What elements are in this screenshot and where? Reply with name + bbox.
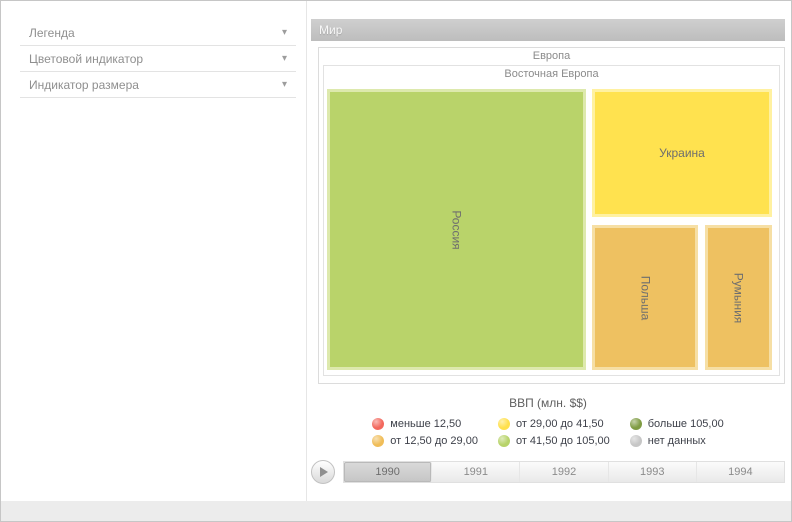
root-title: Мир: [319, 23, 342, 37]
legend-label: больше 105,00: [648, 418, 724, 430]
chevron-down-icon: ▾: [282, 54, 287, 64]
legend-title: ВВП (млн. $$): [311, 396, 785, 410]
chevron-down-icon: ▾: [282, 28, 287, 38]
legend-label: меньше 12,50: [390, 418, 461, 430]
treemap: Европа Восточная Европа Россия Украина П…: [318, 47, 785, 384]
legend-item: от 41,50 до 105,00: [498, 435, 610, 447]
legend-label: нет данных: [648, 435, 706, 447]
sidebar: Легенда ▾ Цветовой индикатор ▾ Индикатор…: [1, 1, 307, 501]
timeline: 19901991199219931994: [311, 460, 785, 484]
sidebar-item-label: Индикатор размера: [29, 78, 139, 92]
treemap-tile-romania[interactable]: Румыния: [705, 225, 772, 370]
tile-label: Украина: [659, 146, 705, 160]
legend-color-dot: [372, 435, 384, 447]
treemap-tile-ukraine[interactable]: Украина: [592, 89, 772, 217]
legend-color-dot: [630, 435, 642, 447]
app-window: Легенда ▾ Цветовой индикатор ▾ Индикатор…: [0, 0, 792, 522]
legend-label: от 41,50 до 105,00: [516, 435, 610, 447]
legend-item: больше 105,00: [630, 418, 724, 430]
tile-label: Румыния: [731, 272, 745, 323]
timeline-years: 19901991199219931994: [343, 461, 785, 483]
legend-label: от 12,50 до 29,00: [390, 435, 478, 447]
bottom-strip: [1, 501, 791, 521]
legend-item: от 29,00 до 41,50: [498, 418, 610, 430]
play-button[interactable]: [311, 460, 335, 484]
sidebar-item-size-indicator[interactable]: Индикатор размера ▾: [20, 72, 296, 98]
timeline-year-1992[interactable]: 1992: [520, 462, 608, 482]
legend-item: нет данных: [630, 435, 724, 447]
sidebar-item-color-indicator[interactable]: Цветовой индикатор ▾: [20, 46, 296, 72]
tile-label: Россия: [449, 210, 463, 249]
legend-color-dot: [630, 418, 642, 430]
legend-item: меньше 12,50: [372, 418, 478, 430]
group-eastern-europe: Восточная Европа Россия Украина Польша Р…: [323, 65, 780, 376]
chevron-down-icon: ▾: [282, 80, 287, 90]
legend-items: меньше 12,50 от 29,00 до 41,50 больше 105,…: [311, 418, 785, 447]
timeline-year-1993[interactable]: 1993: [609, 462, 697, 482]
sidebar-items: Легенда ▾ Цветовой индикатор ▾ Индикатор…: [20, 20, 296, 98]
timeline-year-1994[interactable]: 1994: [697, 462, 784, 482]
tile-label: Польша: [638, 275, 652, 320]
sidebar-item-label: Цветовой индикатор: [29, 52, 143, 66]
sidebar-item-legend[interactable]: Легенда ▾: [20, 20, 296, 46]
group-eastern-europe-title[interactable]: Восточная Европа: [324, 66, 779, 83]
legend-label: от 29,00 до 41,50: [516, 418, 604, 430]
group-europe-title[interactable]: Европа: [319, 48, 784, 65]
main-panel: Мир Европа Восточная Европа Россия Украи…: [311, 19, 785, 484]
sidebar-item-label: Легенда: [29, 26, 75, 40]
legend-color-dot: [498, 435, 510, 447]
legend-color-dot: [498, 418, 510, 430]
treemap-root-header[interactable]: Мир: [311, 19, 785, 41]
legend-color-dot: [372, 418, 384, 430]
treemap-tile-russia[interactable]: Россия: [327, 89, 586, 370]
play-icon: [320, 467, 328, 477]
treemap-tile-poland[interactable]: Польша: [592, 225, 698, 370]
treemap-tiles: Россия Украина Польша Румыния: [324, 83, 779, 375]
timeline-year-1990[interactable]: 1990: [344, 462, 432, 482]
color-legend: ВВП (млн. $$) меньше 12,50 от 29,00 до 41…: [311, 396, 785, 447]
legend-item: от 12,50 до 29,00: [372, 435, 478, 447]
timeline-year-1991[interactable]: 1991: [432, 462, 520, 482]
